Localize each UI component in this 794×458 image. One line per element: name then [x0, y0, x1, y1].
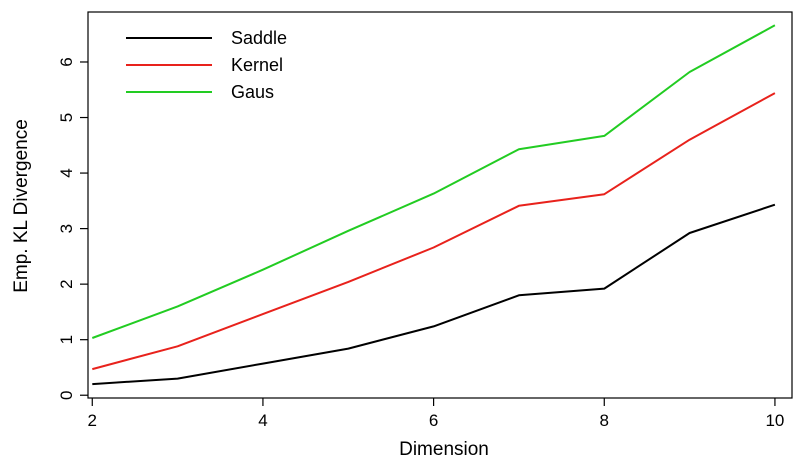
x-tick-label: 8: [600, 411, 609, 430]
series-line-kernel: [92, 92, 776, 371]
x-axis: 2 4 6 8 10: [88, 398, 784, 430]
legend: Saddle Kernel Gaus: [126, 28, 287, 102]
series-line-saddle: [92, 203, 776, 386]
legend-label-kernel: Kernel: [231, 55, 283, 75]
y-tick-label: 0: [57, 390, 76, 399]
x-tick-label: 2: [88, 411, 97, 430]
series-layer: [91, 24, 776, 386]
series-line-gaus: [91, 24, 776, 339]
x-tick-label: 4: [258, 411, 267, 430]
y-tick-label: 2: [57, 279, 76, 288]
y-axis-title: Emp. KL Divergence: [11, 119, 32, 293]
legend-label-gaus: Gaus: [231, 82, 274, 102]
x-tick-label: 10: [765, 411, 784, 430]
x-tick-label: 6: [429, 411, 438, 430]
x-axis-title: Dimension: [399, 439, 489, 458]
plot-frame: [87, 11, 793, 399]
y-tick-label: 4: [57, 168, 76, 177]
y-tick-label: 5: [57, 113, 76, 122]
y-tick-label: 3: [57, 224, 76, 233]
legend-label-saddle: Saddle: [231, 28, 287, 48]
y-tick-label: 1: [57, 335, 76, 344]
y-tick-label: 6: [57, 57, 76, 66]
y-axis: 0 1 2 3 4 5 6: [57, 57, 88, 400]
